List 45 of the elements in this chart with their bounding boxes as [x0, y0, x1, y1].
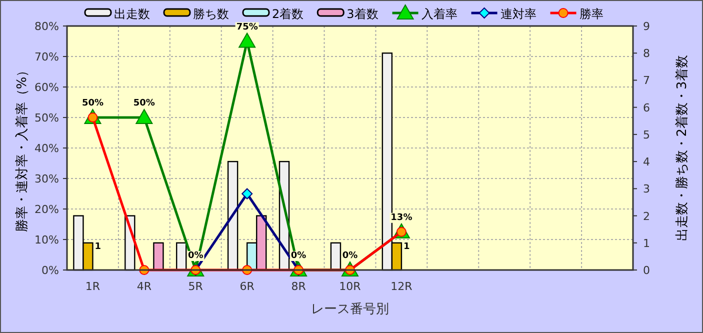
- data-label: 0%: [290, 251, 306, 261]
- y2-tick-label: 2: [643, 210, 650, 223]
- data-label: 13%: [390, 212, 412, 223]
- legend-label: 勝ち数: [193, 7, 229, 21]
- y2-tick-label: 7: [643, 74, 650, 88]
- data-label: 75%: [236, 22, 258, 32]
- y2-tick-label: 4: [643, 156, 650, 169]
- legend-label: 出走数: [114, 7, 150, 21]
- x-tick-label: 8R: [291, 280, 306, 293]
- data-label: 0%: [342, 251, 358, 261]
- legend-label: 勝率: [579, 7, 604, 21]
- y-tick-label: 30%: [34, 172, 59, 186]
- x-tick-label: 1R: [85, 280, 100, 293]
- data-label: 1: [94, 242, 101, 252]
- y-tick-label: 70%: [34, 50, 59, 64]
- data-label: 50%: [82, 98, 104, 108]
- data-label: 1: [403, 242, 410, 252]
- y-tick-label: 80%: [34, 20, 59, 33]
- data-label: 0%: [188, 251, 204, 261]
- y2-tick-label: 6: [643, 101, 650, 114]
- legend-label: 2着数: [272, 7, 304, 21]
- legend-label: 3着数: [346, 7, 378, 21]
- y2-tick-label: 0: [643, 264, 650, 277]
- y-tick-label: 0%: [42, 264, 59, 277]
- x-axis-title: レース番号別: [311, 302, 389, 317]
- x-tick-label: 6R: [240, 280, 255, 293]
- legend-label: 入着率: [421, 7, 458, 21]
- y2-tick-label: 8: [643, 47, 650, 60]
- x-tick-label: 5R: [188, 280, 204, 293]
- y2-axis-title: 出走数・勝ち数・2着数・3着数: [674, 55, 690, 241]
- y-tick-label: 60%: [34, 81, 59, 94]
- legend-label: 連対率: [500, 7, 536, 21]
- y2-tick-label: 5: [643, 128, 650, 142]
- y2-tick-label: 3: [643, 182, 650, 196]
- x-tick-label: 12R: [390, 280, 413, 293]
- y2-tick-label: 1: [643, 236, 650, 250]
- y-tick-label: 10%: [34, 234, 59, 246]
- y2-tick-label: 9: [643, 20, 650, 33]
- y-tick-label: 40%: [34, 142, 59, 155]
- y-axis-title: 勝率・連対率・入着率（%）: [14, 64, 30, 232]
- x-tick-label: 10R: [339, 280, 362, 293]
- data-label: 50%: [133, 98, 155, 108]
- x-tick-label: 4R: [136, 280, 152, 293]
- y-tick-label: 20%: [34, 203, 59, 216]
- y-tick-label: 50%: [34, 112, 59, 124]
